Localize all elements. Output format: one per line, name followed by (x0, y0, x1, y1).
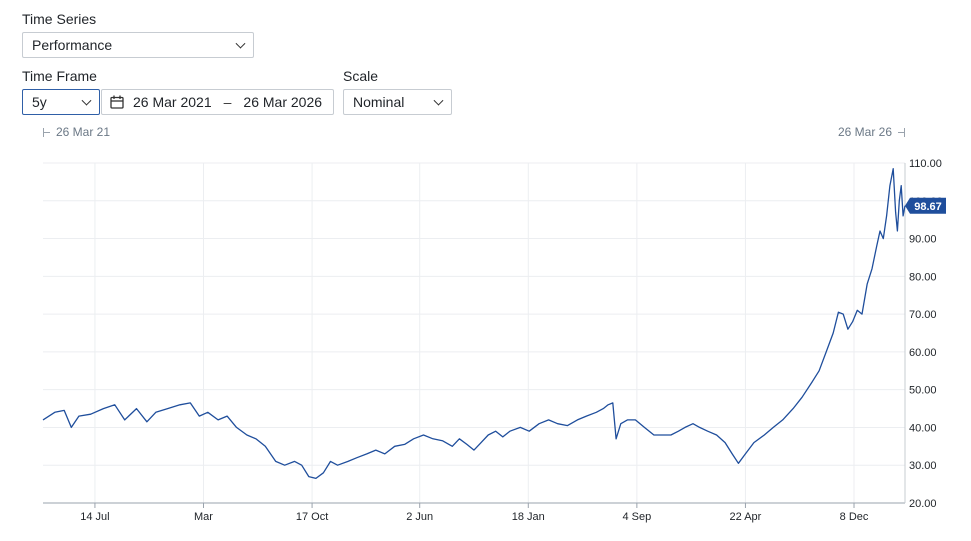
x-tick-label: 17 Oct (296, 511, 328, 523)
y-tick-label: 20.00 (909, 498, 937, 510)
end-date-input[interactable]: 26 Mar 2026 (243, 94, 323, 110)
scale-select[interactable]: Nominal (343, 89, 452, 115)
last-value-label: 98.67 (914, 201, 942, 213)
range-start-handle[interactable]: 26 Mar 21 (43, 125, 110, 139)
range-start-dash-icon (44, 131, 50, 133)
y-tick-label: 40.00 (909, 422, 937, 434)
y-tick-label: 60.00 (909, 347, 937, 359)
y-tick-label: 90.00 (909, 234, 937, 246)
date-range-picker[interactable]: 26 Mar 2021 – 26 Mar 2026 (101, 89, 334, 115)
y-tick-label: 110.00 (909, 158, 942, 170)
series-line (42, 168, 906, 480)
scale-label: Scale (343, 68, 379, 84)
range-end-handle[interactable]: 26 Mar 26 (838, 125, 905, 139)
start-date-input[interactable]: 26 Mar 2021 (133, 94, 212, 110)
date-separator: – (223, 94, 232, 110)
scale-value: Nominal (353, 94, 405, 110)
range-start-bar-icon (43, 127, 44, 137)
time-series-value: Performance (32, 37, 113, 53)
x-tick-label: 4 Sep (622, 511, 651, 523)
x-tick-label: 22 Apr (730, 511, 762, 523)
time-frame-select[interactable]: 5y (22, 89, 100, 115)
time-frame-label: Time Frame (22, 68, 97, 84)
calendar-icon[interactable] (110, 95, 124, 109)
x-tick-label: 2 Jun (406, 511, 433, 523)
time-frame-value: 5y (32, 94, 47, 110)
chart-grid (43, 162, 905, 504)
range-start-label: 26 Mar 21 (56, 125, 111, 139)
x-tick-label: 18 Jan (512, 511, 545, 523)
time-series-select[interactable]: Performance (22, 32, 254, 58)
y-tick-label: 80.00 (909, 271, 937, 283)
last-value-badge-bg (905, 197, 946, 214)
range-end-bar-icon (904, 127, 905, 137)
chevron-down-icon (81, 95, 92, 106)
last-value-badge: 98.67 (905, 197, 946, 214)
chevron-down-icon (235, 38, 246, 49)
range-end-dash-icon (898, 131, 904, 133)
time-series-label: Time Series (22, 11, 97, 27)
y-tick-label: 30.00 (909, 460, 937, 472)
x-tick-label: Mar (194, 511, 213, 523)
x-tick-label: 8 Dec (840, 511, 869, 523)
x-axis: 14 Jul Mar 17 Oct 2 Jun 18 Jan 4 Sep 22 Apr 8 D… (43, 502, 905, 523)
chevron-down-icon (433, 95, 444, 106)
chart-series (42, 168, 906, 480)
range-end-label: 26 Mar 26 (837, 125, 892, 139)
x-tick-label: 14 Jul (80, 511, 109, 523)
y-tick-label: 50.00 (909, 385, 937, 397)
performance-chart[interactable]: 14 Jul Mar 17 Oct 2 Jun 18 Jan 4 Sep 22 Apr 8 D… (0, 150, 971, 530)
y-tick-label: 70.00 (909, 309, 937, 321)
